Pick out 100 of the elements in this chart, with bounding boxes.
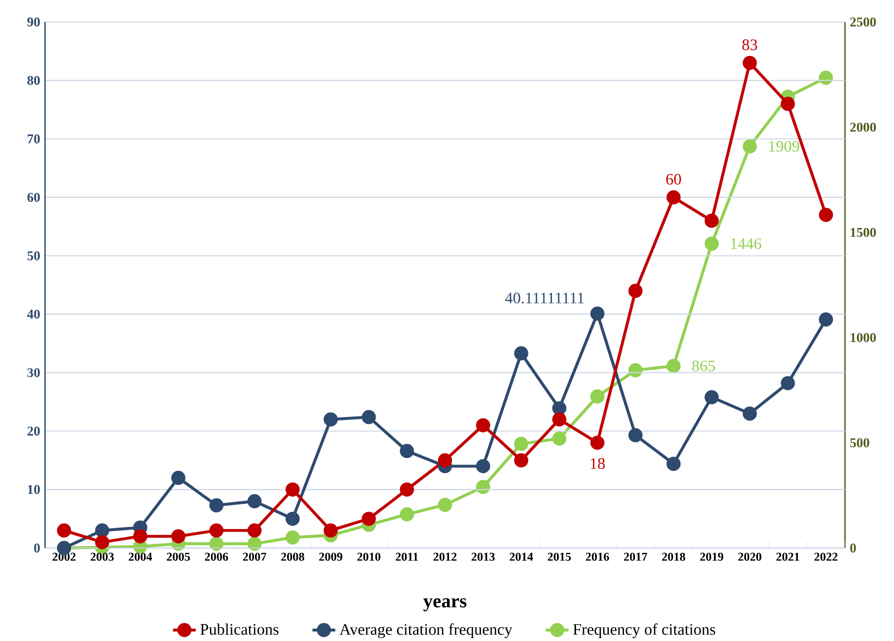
y2-tick-label: 0 — [850, 543, 856, 552]
data-label: 1909 — [769, 140, 800, 152]
point — [704, 236, 719, 251]
point — [324, 412, 338, 426]
data-label: 40.11111111 — [505, 292, 584, 304]
point — [704, 214, 719, 228]
x-tick-label: 2016 — [586, 552, 610, 561]
point — [514, 436, 528, 451]
point — [590, 306, 604, 321]
point — [818, 70, 834, 85]
x-tick-label: 2005 — [166, 552, 190, 561]
y-tick-label: 90 — [27, 18, 40, 26]
point — [171, 529, 186, 544]
data-label: 60 — [666, 174, 681, 185]
point — [95, 535, 110, 550]
y-tick-label: 10 — [28, 485, 40, 494]
point — [209, 536, 224, 551]
x-tick-label: 2017 — [624, 552, 648, 561]
y2-tick-label: 2500 — [850, 17, 876, 26]
point — [247, 494, 262, 508]
point — [209, 523, 224, 538]
legend-label: Average citation frequency — [340, 623, 512, 638]
point — [324, 523, 338, 538]
point — [704, 390, 719, 404]
x-tick-label: 2012 — [434, 552, 456, 561]
point — [400, 507, 414, 522]
point — [552, 412, 566, 426]
point — [590, 389, 604, 404]
y-tick-label: 80 — [27, 76, 40, 85]
point — [552, 401, 566, 416]
point — [400, 444, 414, 458]
point — [818, 208, 834, 222]
x-tick-label: 2015 — [548, 552, 571, 561]
x-tick-label: 2010 — [357, 552, 380, 561]
x-tick-label: 2022 — [814, 552, 838, 561]
x-tick-label: 2003 — [90, 552, 114, 561]
point — [95, 523, 110, 538]
point — [133, 529, 148, 544]
x-tick-label: 2021 — [776, 552, 800, 561]
x-tick-label: 2004 — [128, 552, 152, 561]
point — [362, 410, 376, 424]
x-tick-label: 2018 — [662, 552, 686, 561]
point — [56, 523, 72, 538]
y2-tick-label: 2000 — [850, 122, 876, 132]
point — [742, 406, 757, 421]
point — [400, 482, 414, 497]
legend-label: Publications — [200, 623, 278, 635]
y-tick-label: 20 — [28, 426, 40, 436]
point — [438, 498, 452, 512]
x-tick-label: 2009 — [319, 552, 342, 561]
point — [666, 358, 681, 374]
x-tick-label: 2011 — [396, 552, 418, 561]
point — [286, 482, 300, 497]
point — [780, 376, 795, 390]
point — [742, 56, 757, 70]
point — [780, 96, 795, 111]
point — [247, 523, 262, 538]
data-label: 1446 — [731, 238, 762, 250]
y-tick-label: 50 — [28, 251, 40, 260]
point — [514, 346, 528, 360]
x-tick-label: 2008 — [281, 552, 304, 561]
point — [666, 456, 681, 471]
point — [476, 480, 490, 494]
point — [476, 418, 490, 432]
point — [247, 536, 262, 551]
legend-label: Frequency of citations — [573, 623, 716, 638]
x-tick-label: 2019 — [700, 552, 724, 561]
point — [628, 284, 643, 298]
point — [286, 530, 300, 545]
point — [438, 453, 452, 468]
y-tick-label: 30 — [27, 368, 40, 378]
y2-tick-label: 1500 — [850, 228, 876, 237]
x-axis-title: years — [423, 598, 466, 612]
point — [590, 436, 604, 450]
point — [742, 139, 757, 154]
y-tick-label: 70 — [28, 134, 40, 144]
point — [171, 470, 186, 485]
x-tick-label: 2006 — [204, 552, 228, 561]
x-tick-label: 2013 — [472, 552, 495, 561]
point — [818, 312, 834, 327]
point — [666, 190, 681, 204]
point — [628, 363, 643, 378]
y-tick-label: 0 — [34, 543, 40, 552]
x-tick-label: 2014 — [510, 552, 533, 561]
data-label: 865 — [692, 360, 715, 372]
point — [476, 459, 490, 474]
point — [286, 512, 300, 526]
point — [628, 428, 643, 442]
point — [209, 498, 224, 512]
y2-tick-label: 1000 — [850, 333, 876, 342]
point — [362, 512, 376, 526]
y-tick-label: 40 — [27, 310, 40, 319]
data-label: 18 — [590, 458, 605, 469]
y-tick-label: 60 — [27, 192, 40, 202]
point — [514, 453, 528, 468]
data-label: 83 — [742, 39, 758, 50]
x-tick-label: 2007 — [243, 552, 266, 561]
y2-tick-label: 500 — [850, 438, 870, 448]
point — [552, 432, 566, 446]
x-tick-label: 2020 — [738, 552, 762, 561]
